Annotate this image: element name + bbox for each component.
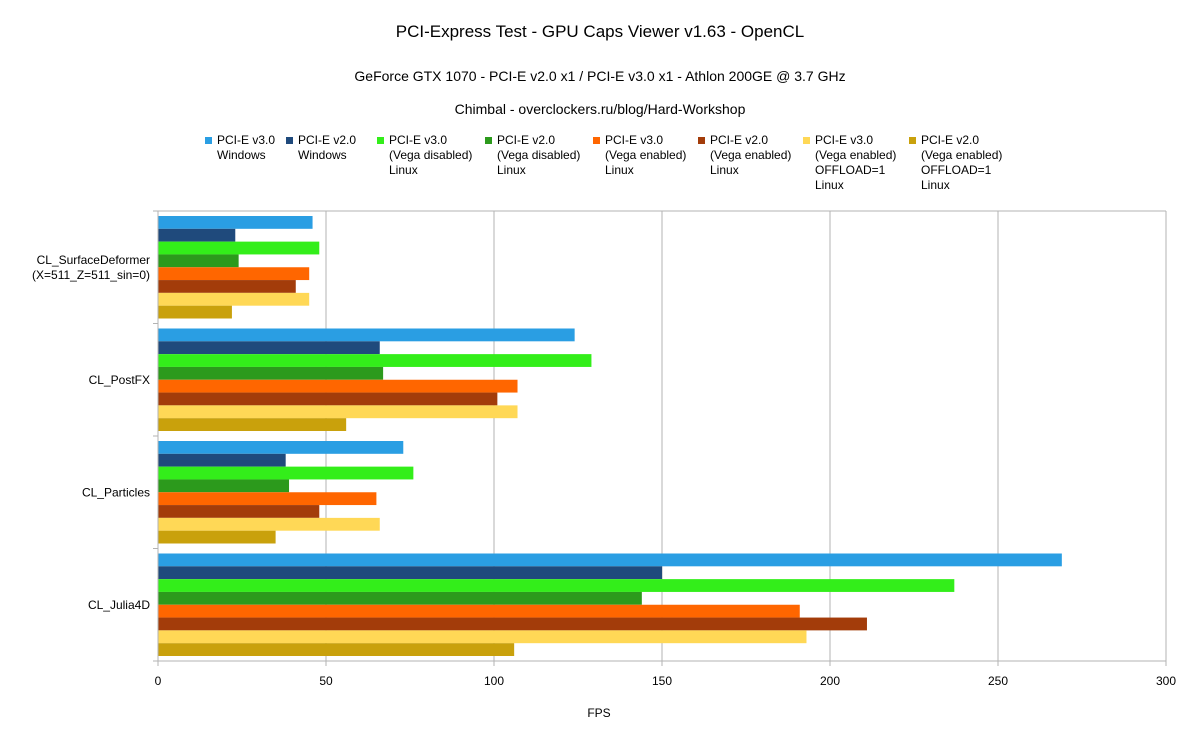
category-label-line: (X=511_Z=511_sin=0) [32, 268, 150, 282]
legend-swatch [485, 137, 492, 144]
chart-title: PCI-Express Test - GPU Caps Viewer v1.63… [395, 22, 805, 41]
bar [158, 479, 290, 493]
bar [158, 366, 384, 380]
legend-swatch [286, 137, 293, 144]
category-label-line: CL_PostFX [89, 373, 150, 387]
legend-label: PCI-E v3.0 Windows [217, 133, 276, 162]
category-label: CL_PostFX [89, 373, 150, 387]
bar [158, 341, 380, 355]
bar [158, 354, 592, 367]
x-tick-label: 0 [155, 674, 162, 688]
bar [158, 604, 800, 618]
x-axis-label: FPS [587, 706, 610, 720]
bar [158, 254, 239, 268]
bar [158, 517, 380, 531]
bar [158, 530, 276, 544]
x-tick-label: 250 [988, 674, 1008, 688]
bar [158, 591, 642, 605]
legend-label: PCI-E v3.0 (Vega enabled) OFFLOAD=1 Linu… [815, 133, 897, 192]
x-tick-label: 300 [1156, 674, 1176, 688]
legend-label: PCI-E v2.0 (Vega enabled) OFFLOAD=1 Linu… [921, 133, 1003, 192]
bar [158, 392, 498, 406]
category-label: CL_SurfaceDeformer (X=511_Z=511_sin=0) [32, 253, 150, 282]
bar [158, 505, 320, 518]
category-label-line: CL_Julia4D [88, 598, 150, 612]
bar [158, 441, 404, 454]
legend-label: PCI-E v2.0 Windows [298, 133, 357, 162]
bar [158, 492, 377, 506]
bar [158, 241, 320, 255]
category-label: CL_Julia4D [88, 598, 150, 612]
legend-swatch [803, 137, 810, 144]
x-tick-label: 200 [820, 674, 840, 688]
legend-label: PCI-E v3.0 (Vega enabled) Linux [605, 133, 687, 177]
bar [158, 328, 575, 342]
bar [158, 216, 313, 229]
bar [158, 630, 807, 644]
bar [158, 579, 955, 592]
bar [158, 305, 232, 319]
bar [158, 453, 286, 467]
bar [158, 553, 1062, 567]
bar [158, 267, 310, 281]
legend-label: PCI-E v2.0 (Vega enabled) Linux [710, 133, 792, 177]
x-tick-label: 50 [319, 674, 333, 688]
x-tick-label: 100 [484, 674, 504, 688]
bar [158, 379, 518, 393]
category-label: CL_Particles [82, 485, 150, 499]
legend-label: PCI-E v2.0 (Vega disabled) Linux [497, 133, 581, 177]
category-label-line: CL_Particles [82, 485, 150, 499]
legend-swatch [205, 137, 212, 144]
legend-swatch [593, 137, 600, 144]
chart-subtitle: GeForce GTX 1070 - PCI-E v2.0 x1 / PCI-E… [354, 68, 846, 84]
bar [158, 292, 310, 306]
bar [158, 617, 867, 631]
legend-swatch [377, 137, 384, 144]
bar [158, 418, 347, 431]
x-tick-label: 150 [652, 674, 672, 688]
chart-credit: Chimbal - overclockers.ru/blog/Hard-Work… [454, 101, 746, 117]
category-label-line: CL_SurfaceDeformer [37, 253, 150, 267]
legend-label: PCI-E v3.0 (Vega disabled) Linux [389, 133, 473, 177]
bar [158, 405, 518, 419]
bar [158, 228, 236, 242]
legend-swatch [698, 137, 705, 144]
bar [158, 566, 662, 580]
bar [158, 466, 414, 480]
bar [158, 280, 296, 293]
bar [158, 643, 515, 656]
legend-swatch [909, 137, 916, 144]
